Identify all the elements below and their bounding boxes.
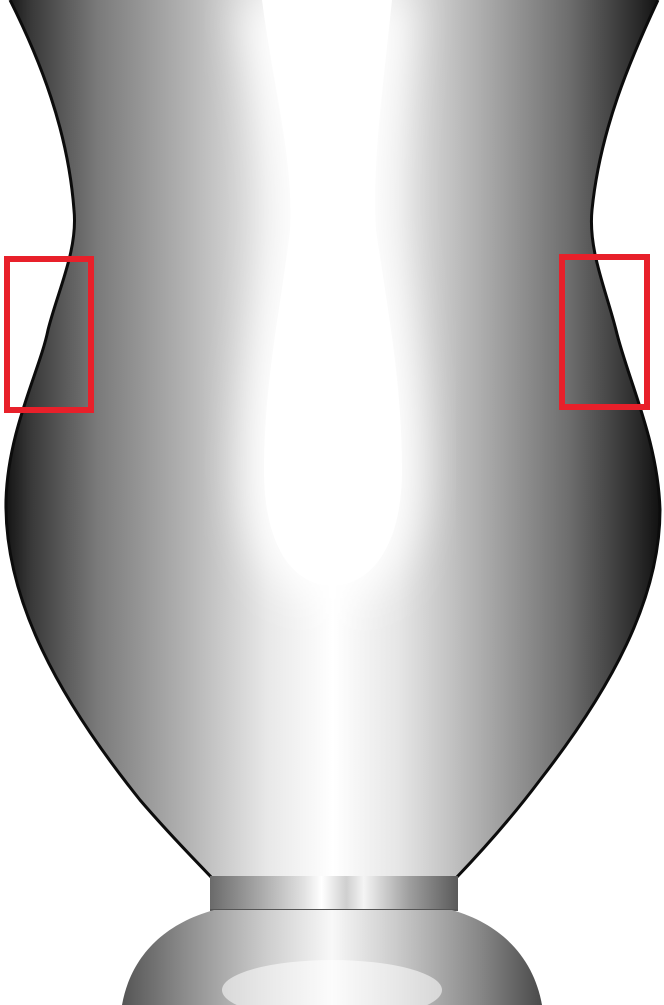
right-contour-highlight (559, 254, 650, 410)
vase-base (122, 910, 542, 1005)
vase-collar (210, 876, 458, 911)
specular-highlight (240, 0, 420, 602)
annotation-layer (4, 254, 650, 413)
left-contour-highlight (4, 256, 94, 413)
vase-body (4, 0, 662, 880)
